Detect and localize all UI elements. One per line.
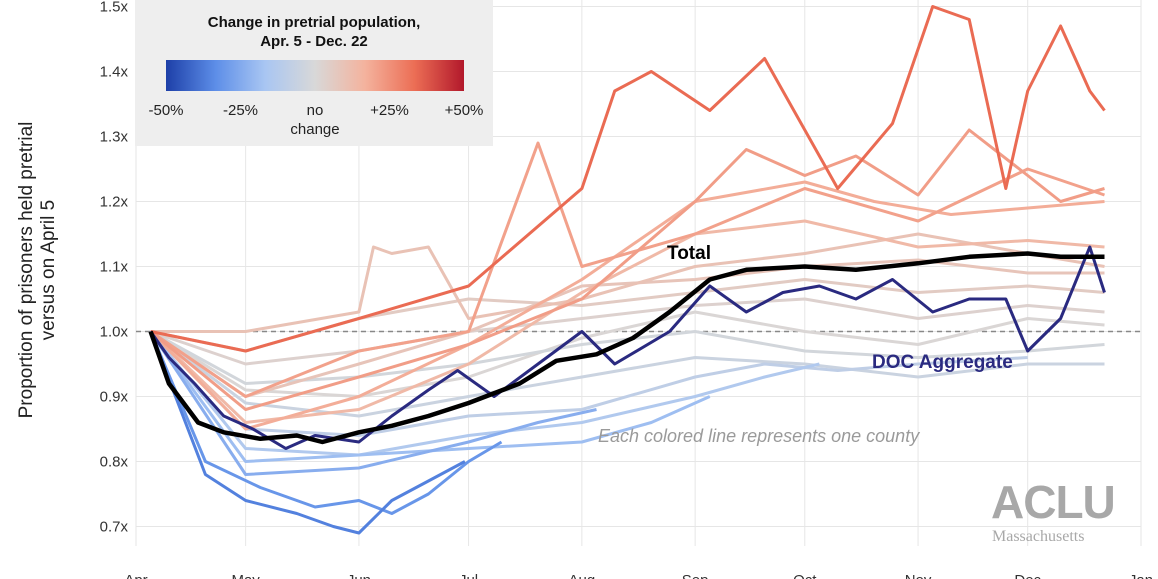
legend-label: change — [290, 121, 339, 138]
x-tick-label: Jul — [459, 572, 478, 579]
y-tick-label: 0.9x — [100, 389, 129, 406]
county-line — [149, 141, 1105, 398]
total-label: Total — [667, 243, 711, 264]
x-tick-label: Jan — [1129, 572, 1153, 579]
county-line — [149, 330, 503, 515]
y-tick-label: 1.3x — [100, 129, 129, 146]
county-line — [149, 330, 466, 535]
aclu-logo: ACLU Massachusetts — [991, 476, 1116, 545]
x-tick-label: May — [231, 572, 260, 579]
x-tick-label: Oct — [793, 572, 817, 579]
legend-label: -50% — [148, 102, 183, 119]
logo-wordmark: ACLU — [991, 476, 1115, 528]
legend-title-line-2: Apr. 5 - Dec. 22 — [260, 33, 368, 50]
legend-label: +50% — [445, 102, 484, 119]
y-tick-label: 1.5x — [100, 0, 129, 16]
county-line — [150, 232, 1105, 333]
logo-subtitle: Massachusetts — [992, 528, 1084, 545]
county-line — [149, 128, 1105, 411]
x-tick-label: Sep — [682, 572, 709, 579]
x-tick-label: Apr — [124, 572, 147, 579]
county-line — [150, 297, 1105, 366]
x-tick-label: Aug — [569, 572, 596, 579]
y-axis-title-line-2: versus on April 5 — [38, 200, 59, 340]
x-axis-ticks: Apr May Jun Jul Aug Sep Oct Nov Dec Jan — [124, 572, 1153, 579]
x-tick-label: Nov — [905, 572, 932, 579]
doc-aggregate-label: DOC Aggregate — [872, 352, 1013, 373]
legend-title-line-1: Change in pretrial population, — [208, 14, 421, 31]
legend-label: -25% — [223, 102, 258, 119]
y-tick-label: 1.4x — [100, 64, 129, 81]
y-tick-label: 1.1x — [100, 259, 129, 276]
y-tick-label: 1.0x — [100, 324, 129, 341]
county-lines — [149, 5, 1106, 535]
county-line — [149, 330, 711, 463]
legend-labels: -50% -25% no change +25% +50% — [148, 102, 483, 138]
legend: Change in pretrial population, Apr. 5 - … — [135, 0, 493, 146]
y-tick-label: 0.8x — [100, 454, 129, 471]
county-line — [149, 330, 820, 457]
legend-label: +25% — [370, 102, 409, 119]
legend-label: no — [307, 102, 324, 119]
county-line — [149, 330, 597, 476]
y-axis-ticks: 0.7x 0.8x 0.9x 1.0x 1.1x 1.2x 1.3x 1.4x 1.5x — [100, 0, 129, 536]
county-line — [149, 330, 1028, 437]
y-tick-label: 0.7x — [100, 519, 129, 536]
annotation-text: Each colored line represents one county — [598, 426, 920, 446]
county-line — [149, 330, 1105, 418]
y-axis-title-line-1: Proportion of prisoners held pretrial — [16, 122, 37, 419]
legend-color-bar — [166, 60, 464, 91]
doc-aggregate-line — [149, 245, 1106, 450]
x-tick-label: Jun — [347, 572, 371, 579]
y-tick-label: 1.2x — [100, 194, 129, 211]
county-line — [150, 5, 1106, 353]
y-axis-title: Proportion of prisoners held pretrial ve… — [16, 122, 59, 419]
x-tick-label: Dec — [1014, 572, 1041, 579]
total-line — [148, 251, 1105, 445]
county-line — [149, 219, 1105, 424]
